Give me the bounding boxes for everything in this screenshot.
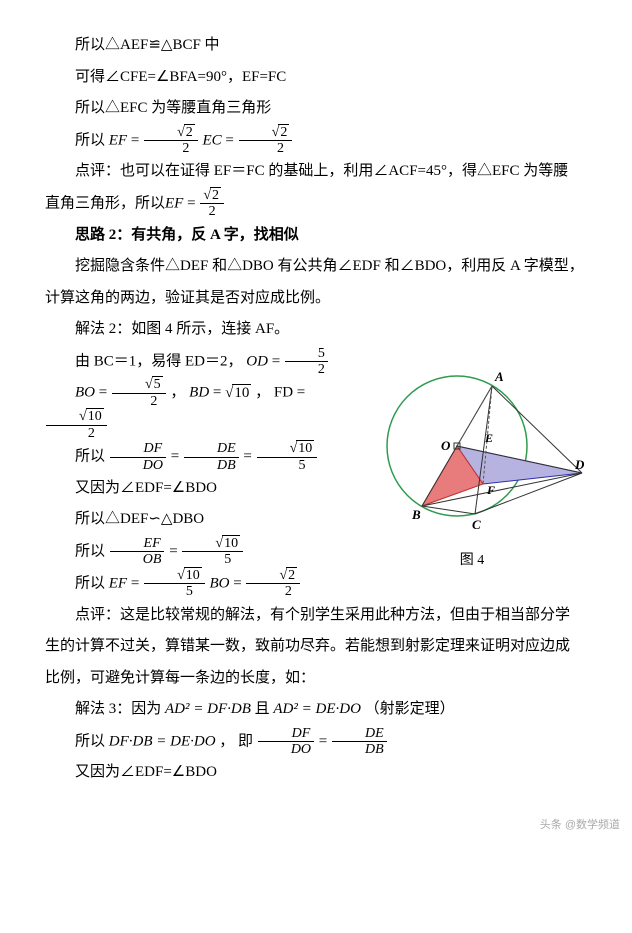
formula-line: 所以 EF = 22 EC = 22 — [45, 125, 587, 157]
text-line: 挖掘隐含条件△DEF 和△DBO 有公共角∠EDF 和∠BDO，利用反 A 字模… — [45, 251, 587, 283]
formula-line: 解法 3：因为 AD² = DF·DB 且 AD² = DE·DO （射影定理） — [45, 694, 587, 726]
watermark: 头条 @数学频道 — [540, 814, 620, 837]
text-line: 又因为∠EDF=∠BDO — [45, 757, 587, 789]
text-line: 点评：也可以在证得 EF＝FC 的基础上，利用∠ACF=45°，得△EFC 为等… — [45, 156, 587, 188]
label-o: O — [441, 438, 451, 453]
text-line: 比例，可避免计算每一条边的长度，如： — [45, 663, 587, 695]
text-line: 点评：这是比较常规的解法，有个别学生采用此种方法，但由于相当部分学 — [45, 600, 587, 632]
label-a: A — [494, 369, 504, 384]
text-line: 所以△AEF≌△BCF 中 — [45, 30, 587, 62]
geometry-diagram: A B C D E F O — [357, 351, 587, 546]
label-b: B — [411, 507, 421, 522]
formula-line: 直角三角形，所以EF = 22 — [45, 188, 587, 220]
label-d: D — [574, 457, 585, 472]
text-line: 生的计算不过关，算错某一数，致前功尽弃。若能想到射影定理来证明对应边成 — [45, 631, 587, 663]
text-line: 所以△EFC 为等腰直角三角形 — [45, 93, 587, 125]
text-line: 解法 2：如图 4 所示，连接 AF。 — [45, 314, 587, 346]
label-c: C — [472, 517, 481, 532]
formula-line: 所以 DF·DB = DE·DO ， 即 DFDO = DEDB — [45, 726, 587, 758]
heading: 思路 2：有共角，反 A 字，找相似 — [45, 220, 587, 252]
figure-caption: 图 4 — [357, 546, 587, 575]
figure-4: A B C D E F O 图 4 — [357, 351, 587, 575]
label-f: F — [486, 483, 495, 497]
text-line: 计算这角的两边，验证其是否对应成比例。 — [45, 283, 587, 315]
label-e: E — [484, 431, 493, 445]
text-line: 可得∠CFE=∠BFA=90°，EF=FC — [45, 62, 587, 94]
